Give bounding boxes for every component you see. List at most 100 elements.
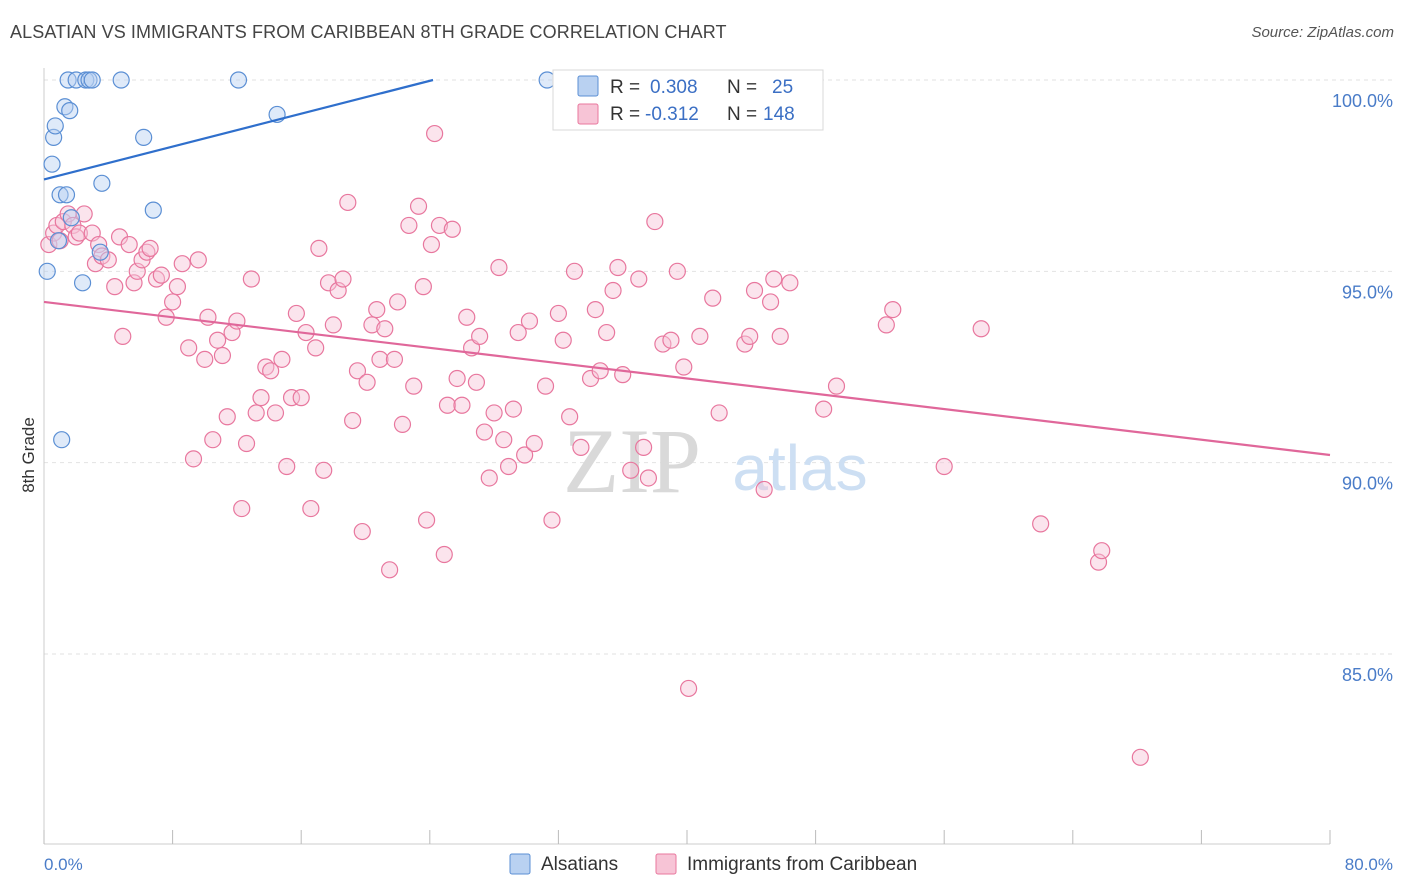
caribbean-point (233, 499, 251, 518)
alsatian-point (43, 155, 61, 173)
caribbean-point (70, 224, 88, 242)
caribbean-point (662, 331, 680, 349)
caribbean-point (448, 369, 466, 388)
caribbean-point (668, 262, 686, 280)
caribbean-point (385, 350, 404, 368)
stats-swatch-alsatians (577, 75, 599, 97)
alsatian-point (144, 201, 162, 219)
caribbean-point (646, 212, 664, 231)
stats-n-label-1: N = (727, 77, 757, 98)
caribbean-point (282, 389, 301, 407)
caribbean-point (168, 278, 187, 296)
caribbean-point (393, 415, 412, 433)
caribbean-point (561, 408, 579, 426)
alsatian-point (73, 274, 92, 292)
caribbean-point (405, 377, 423, 395)
caribbean-point (180, 339, 198, 357)
alsatian-point (53, 431, 71, 449)
alsatian-point (49, 232, 68, 250)
alsatian-point (62, 209, 80, 227)
caribbean-point (266, 404, 285, 422)
caribbean-point (344, 411, 362, 430)
caribbean-point (339, 193, 357, 212)
caribbean-point (443, 220, 461, 238)
caribbean-point (237, 434, 256, 453)
caribbean-points (40, 124, 1149, 766)
caribbean-point (675, 358, 693, 376)
caribbean-point (710, 404, 728, 422)
caribbean-point (509, 323, 527, 342)
x-tick-min: 0.0% (44, 855, 83, 874)
caribbean-point (586, 301, 604, 319)
caribbean-point (554, 331, 572, 349)
caribbean-point (389, 293, 407, 311)
caribbean-point (543, 511, 561, 529)
alsatian-points (38, 71, 556, 449)
chart-title: ALSATIAN VS IMMIGRANTS FROM CARIBBEAN 8T… (10, 22, 727, 42)
caribbean-point (209, 331, 227, 349)
caribbean-point (453, 396, 471, 414)
caribbean-point (75, 205, 93, 223)
caribbean-point (771, 327, 789, 345)
caribbean-point (467, 373, 486, 391)
legend-label-caribbean[interactable]: Immigrants from Caribbean (687, 854, 917, 875)
alsatian-point (112, 71, 130, 89)
caribbean-point (302, 499, 320, 518)
alsatian-point (83, 71, 101, 89)
caribbean-point (414, 278, 432, 296)
alsatian-point (93, 174, 111, 192)
caribbean-point (173, 255, 191, 273)
caribbean-point (634, 438, 653, 456)
stats-r-label-2: R = (610, 104, 640, 125)
caribbean-point (741, 327, 759, 345)
caribbean-point (572, 438, 590, 456)
stats-legend: R = 0.308 N = 25 R = -0.312 N = 148 (552, 69, 824, 131)
caribbean-point (549, 304, 568, 323)
caribbean-point (435, 545, 453, 564)
caribbean-point (598, 323, 616, 342)
caribbean-point (475, 423, 494, 441)
caribbean-point (480, 469, 498, 487)
caribbean-point (400, 216, 418, 235)
caribbean-point (877, 316, 895, 334)
legend-swatch-alsatians[interactable] (509, 853, 531, 875)
caribbean-point (204, 431, 222, 449)
caribbean-point (765, 270, 783, 288)
caribbean-point (292, 389, 310, 407)
caribbean-point (438, 396, 457, 414)
alsatian-point (61, 102, 79, 120)
caribbean-point (426, 124, 444, 143)
caribbean-point (164, 293, 182, 311)
caribbean-point (368, 301, 386, 319)
caribbean-point (884, 301, 902, 319)
source-credit: Source: ZipAtlas.com (1251, 24, 1394, 41)
caribbean-point (935, 457, 953, 476)
caribbean-point (218, 408, 236, 426)
caribbean-point (262, 362, 280, 380)
caribbean-point (485, 404, 503, 422)
caribbean-point (252, 389, 270, 407)
caribbean-point (184, 450, 203, 468)
caribbean-point (114, 327, 132, 345)
bottom-legend: Alsatians Immigrants from Caribbean (509, 853, 917, 875)
caribbean-point (324, 316, 342, 334)
legend-swatch-caribbean[interactable] (655, 853, 677, 875)
caribbean-point (152, 266, 170, 284)
caribbean-point (348, 362, 367, 380)
stats-n-value-1: 25 (772, 77, 793, 98)
alsatian-point (51, 186, 69, 204)
y-axis-label: 8th Grade (19, 417, 38, 493)
caribbean-point (417, 511, 436, 529)
legend-label-alsatians[interactable]: Alsatians (541, 854, 618, 875)
caribbean-point (680, 679, 698, 698)
caribbean-point (622, 461, 640, 479)
caribbean-point (499, 457, 518, 476)
caribbean-point (273, 350, 291, 368)
caribbean-point (591, 362, 609, 380)
caribbean-point (353, 522, 371, 541)
alsatian-point (135, 128, 153, 146)
watermark: ZIP atlas (563, 410, 868, 512)
trend-lines (43, 78, 1331, 457)
caribbean-point (520, 312, 539, 330)
